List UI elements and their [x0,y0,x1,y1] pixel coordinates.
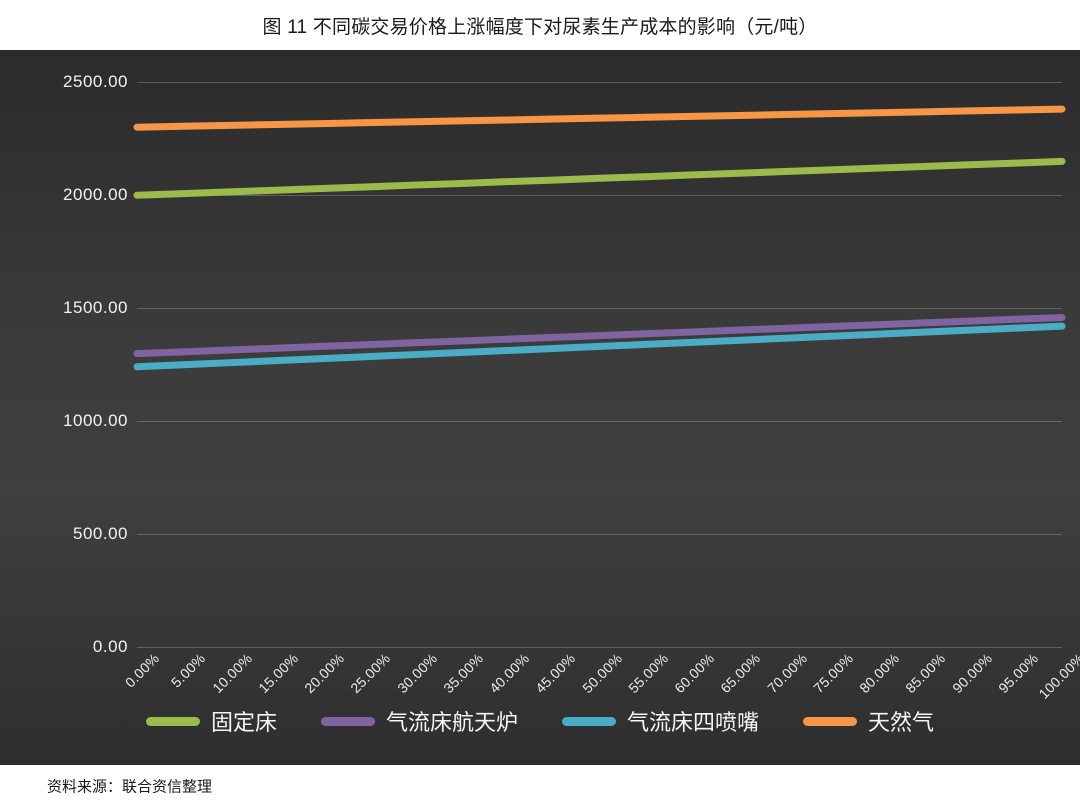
series-line [133,322,1066,371]
series-lines-svg [133,105,1066,371]
gridline [137,82,1062,83]
chart-panel: 0.00 500.00 1000.00 1500.00 2000.00 2500.00 0… [0,50,1080,765]
legend-color-swatch [145,716,200,726]
chart-legend: 固定床 气流床航天炉 气流床四喷嘴 天然气 [0,705,1080,737]
legend-label: 气流床四喷嘴 [627,710,760,735]
legend-item[interactable]: 固定床 [145,705,277,737]
source-note: 资料来源：联合资信整理 [47,778,213,796]
gridline [137,308,1062,309]
series-line [133,313,1066,358]
legend-color-swatch [562,716,616,726]
y-axis-tick-label: 1500.00 [63,298,128,317]
legend-item[interactable]: 气流床四喷嘴 [562,705,759,737]
legend-color-swatch [320,716,375,726]
plot-area [133,82,1066,648]
legend-item[interactable]: 天然气 [803,705,934,737]
series-line [133,105,1066,131]
y-axis-tick-labels: 0.00 500.00 1000.00 1500.00 2000.00 2500.00 [0,72,128,656]
gridline [137,195,1062,196]
y-axis-tick-label: 500.00 [73,524,128,543]
series-line [133,157,1066,199]
legend-label: 天然气 [868,710,935,735]
y-axis-tick-label: 2000.00 [63,185,128,204]
gridline [137,647,1062,648]
legend-item[interactable]: 气流床航天炉 [320,705,518,737]
y-axis-tick-label: 1000.00 [63,411,128,430]
page-title: 图 11 不同碳交易价格上涨幅度下对尿素生产成本的影响（元/吨） [262,16,818,38]
legend-label: 固定床 [210,710,277,735]
gridline [137,534,1062,535]
y-axis-tick-label: 2500.00 [63,72,128,91]
legend-color-swatch [803,716,858,726]
y-axis-tick-label: 0.00 [92,637,128,656]
gridline [137,421,1062,422]
legend-label: 气流床航天炉 [385,710,518,735]
